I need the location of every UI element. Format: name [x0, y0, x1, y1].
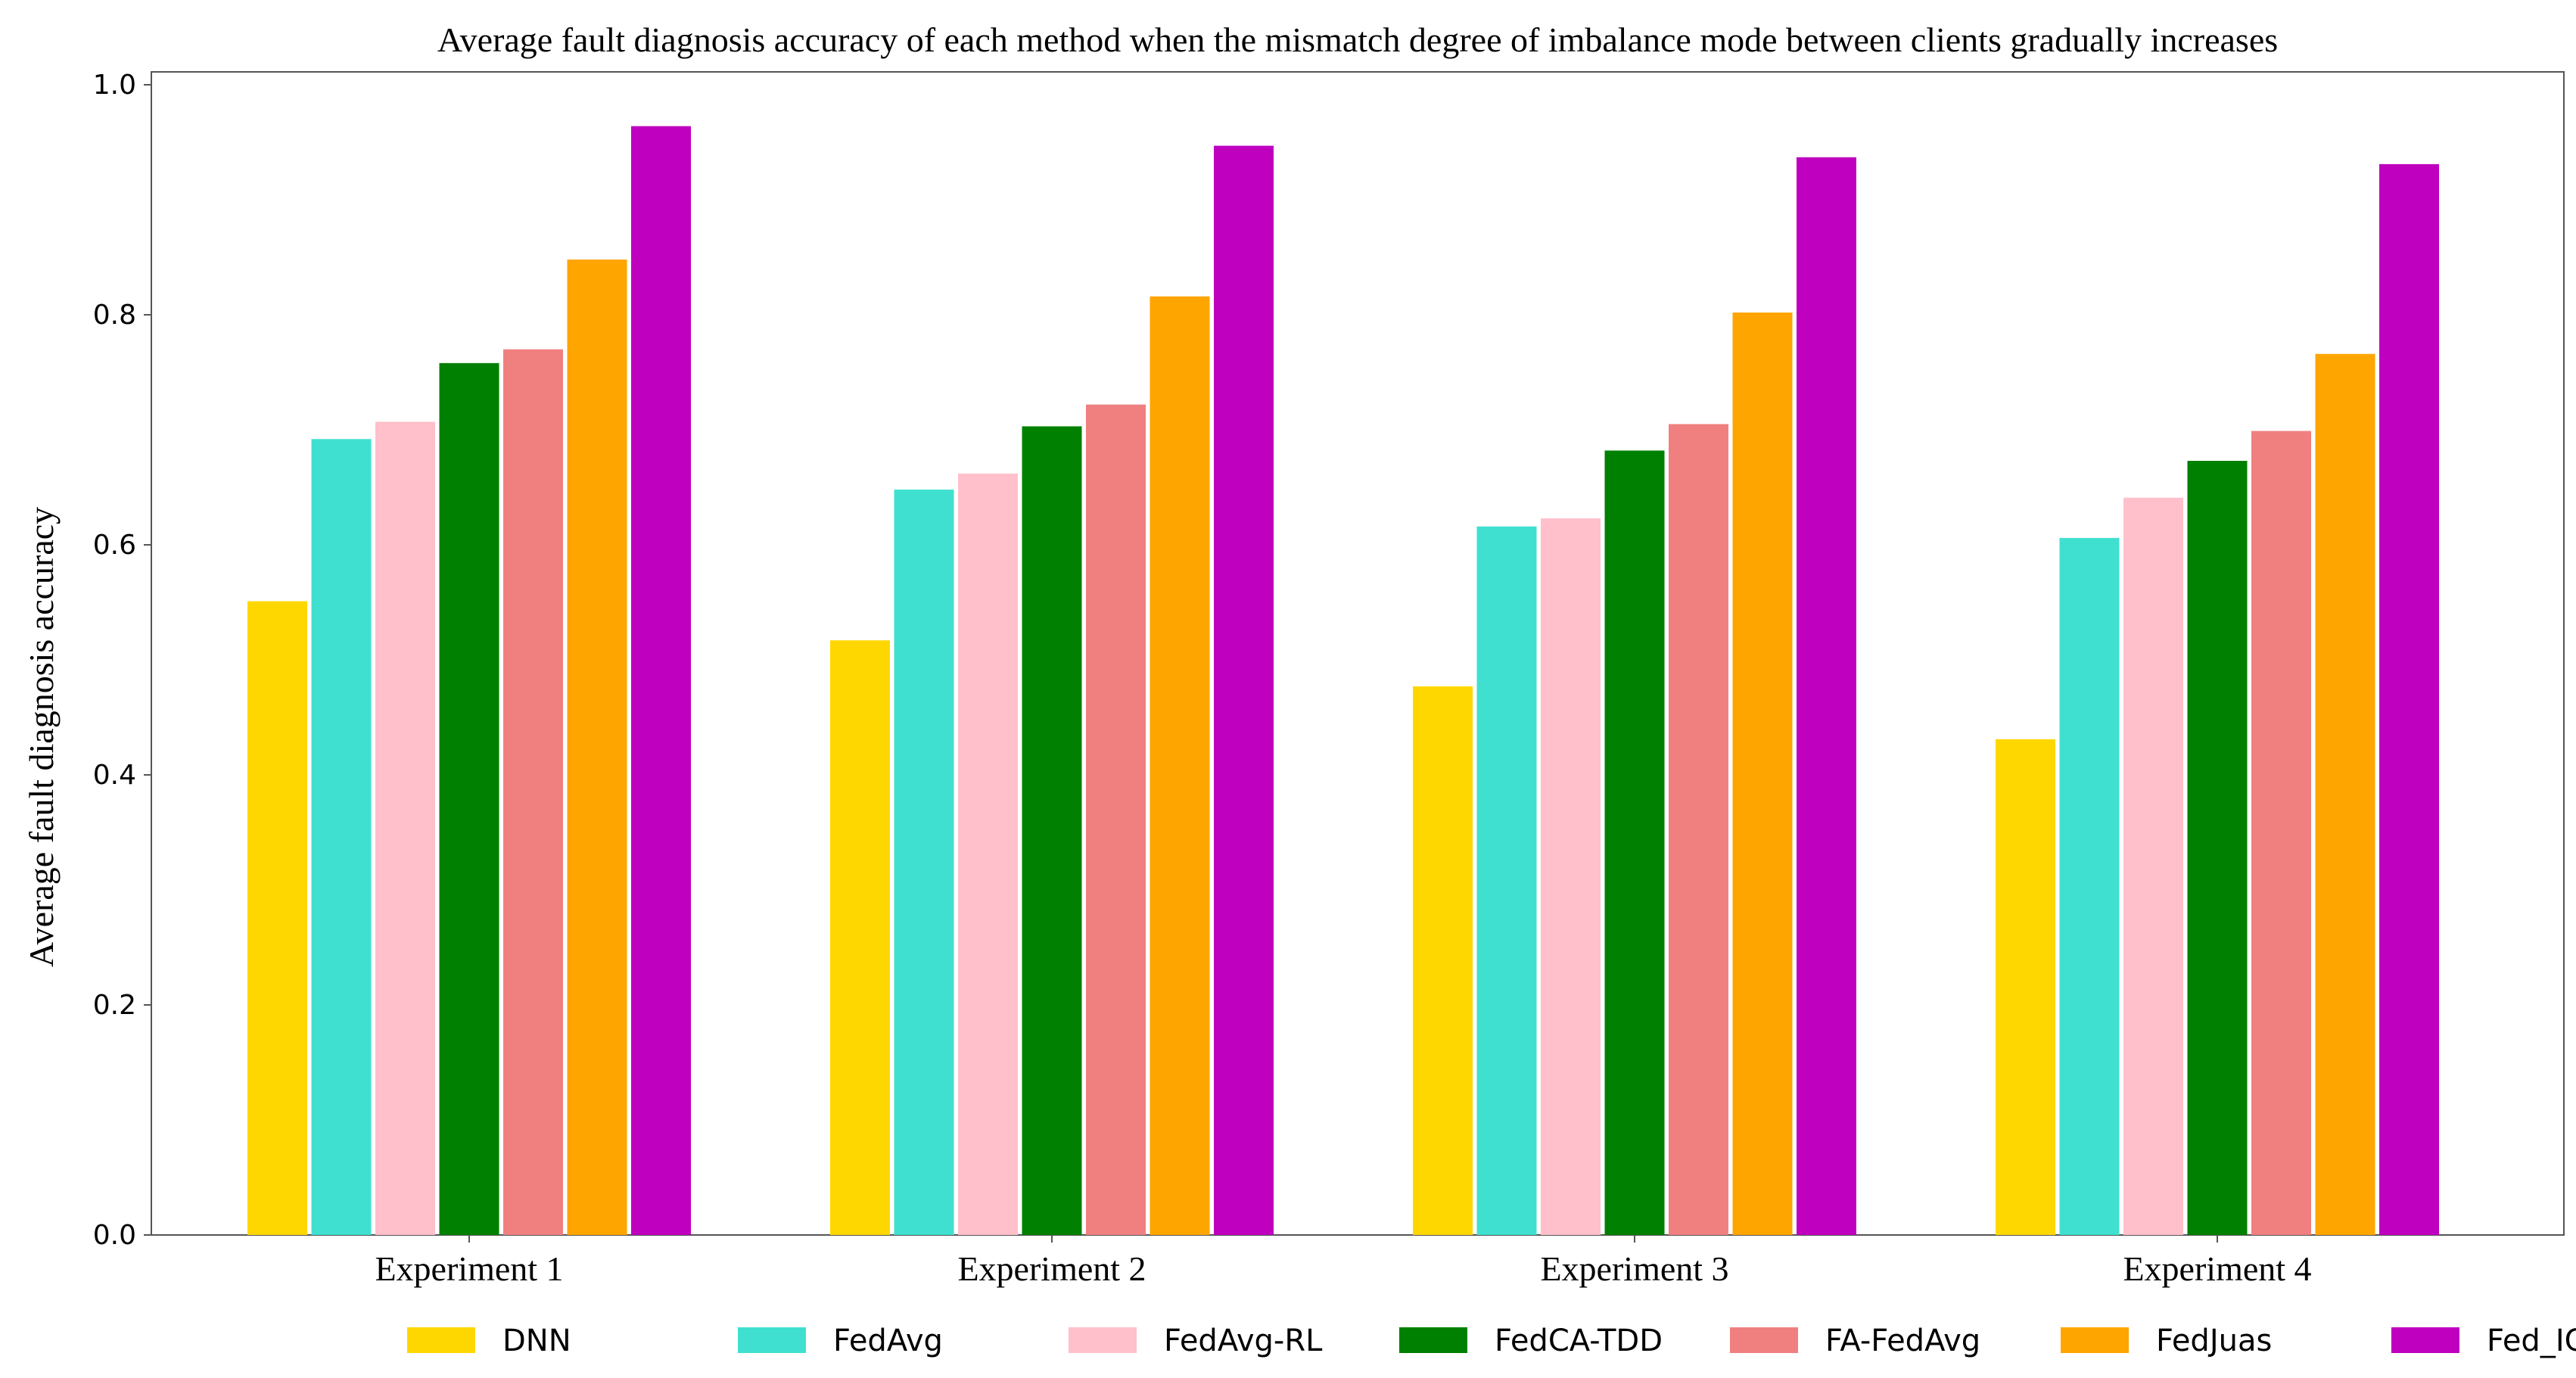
legend-swatch-fa-fedavg [1730, 1327, 1798, 1353]
x-axis: Experiment 1 Experiment 2 Experiment 3 Expe… [375, 1235, 2312, 1288]
bar-fedca-tdd-1 [439, 362, 499, 1235]
bar-fedavg-2 [894, 490, 954, 1235]
bar-dnn-1 [247, 601, 307, 1235]
bar-fedavg-rl-4 [2123, 497, 2183, 1235]
x-tick-label: Experiment 3 [1540, 1249, 1728, 1288]
legend-label-fedca-tdd: FedCA-TDD [1495, 1324, 1663, 1358]
bar-fa-fedavg-4 [2251, 431, 2311, 1235]
bar-fedca-tdd-3 [1604, 450, 1665, 1235]
bar-fedavg-rl-2 [958, 473, 1018, 1235]
bar-fedavg-1 [311, 439, 372, 1236]
legend-swatch-fedavg [738, 1327, 806, 1353]
y-tick-label: 0.8 [93, 300, 136, 331]
y-axis: 0.0 0.2 0.4 0.6 0.8 1.0 [93, 70, 151, 1251]
x-tick-label: Experiment 1 [375, 1249, 563, 1288]
bar-dnn-3 [1413, 686, 1473, 1235]
bar-fedjuas-1 [567, 260, 627, 1235]
y-axis-label: Average fault diagnosis accuracy [22, 507, 61, 967]
bar-dnn-2 [830, 640, 890, 1235]
bar-dnn-4 [1996, 739, 2055, 1235]
bar-fa-fedavg-3 [1669, 424, 1728, 1235]
bar-fedjuas-3 [1732, 313, 1793, 1235]
bar-fed-icid-2 [1214, 145, 1274, 1236]
x-tick-label: Experiment 2 [957, 1249, 1146, 1288]
x-tick-label: Experiment 4 [2123, 1249, 2311, 1288]
bar-fedca-tdd-2 [1022, 426, 1082, 1235]
bar-fedavg-rl-3 [1541, 518, 1601, 1235]
bar-fed-icid-4 [2379, 163, 2439, 1235]
legend: DNN FedAvg FedAvg-RL FedCA-TDD FA-FedAvg FedJ… [407, 1324, 2576, 1358]
legend-swatch-fedca-tdd [1399, 1327, 1467, 1353]
legend-label-dnn: DNN [502, 1324, 571, 1358]
bar-fa-fedavg-2 [1086, 404, 1146, 1235]
legend-label-fed-icid: Fed_ICID [2487, 1324, 2576, 1358]
bar-fedjuas-2 [1150, 296, 1210, 1236]
y-tick-label: 0.0 [93, 1220, 136, 1251]
bar-fedavg-rl-1 [375, 421, 435, 1235]
chart-title: Average fault diagnosis accuracy of each… [437, 20, 2278, 59]
legend-swatch-fedavg-rl [1069, 1327, 1137, 1353]
bar-fedca-tdd-4 [2187, 461, 2248, 1235]
bar-fedjuas-4 [2315, 353, 2375, 1236]
y-tick-label: 0.2 [93, 990, 136, 1021]
bar-fedavg-3 [1476, 526, 1537, 1235]
legend-swatch-fedjuas [2061, 1327, 2129, 1353]
bar-fedavg-4 [2059, 537, 2120, 1235]
legend-label-fedavg-rl: FedAvg-RL [1164, 1324, 1323, 1358]
legend-label-fedavg: FedAvg [833, 1324, 943, 1358]
plot-frame [151, 71, 2565, 1236]
legend-swatch-fed-icid [2391, 1327, 2459, 1353]
bar-fa-fedavg-1 [503, 349, 563, 1236]
bar-fed-icid-1 [631, 126, 691, 1236]
legend-label-fedjuas: FedJuas [2156, 1324, 2272, 1358]
bar-fed-icid-3 [1797, 157, 1856, 1235]
legend-label-fa-fedavg: FA-FedAvg [1825, 1324, 1980, 1358]
y-tick-label: 1.0 [93, 70, 136, 101]
legend-swatch-dnn [407, 1327, 475, 1353]
bars [247, 126, 2439, 1236]
y-tick-label: 0.4 [93, 760, 136, 791]
y-tick-label: 0.6 [93, 530, 136, 561]
